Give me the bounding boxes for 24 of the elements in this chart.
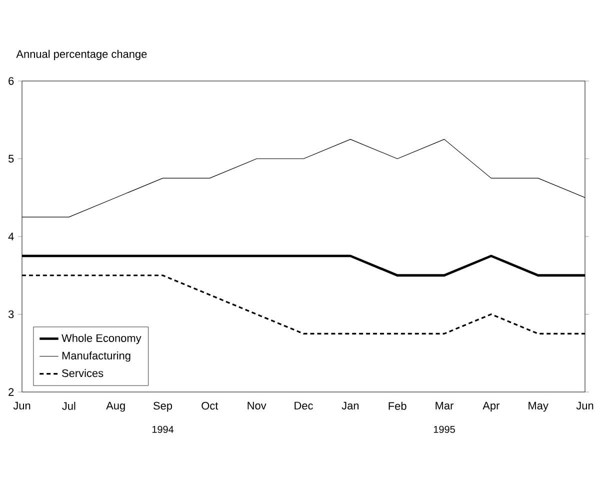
x-tick-label: May xyxy=(528,402,548,412)
y-tick-label: 5 xyxy=(8,154,14,163)
x-tick-label: Jan xyxy=(342,402,359,410)
x-tick-label: Dec xyxy=(294,402,313,410)
x-tick-label: Nov xyxy=(248,402,266,410)
y-tick-label: 2 xyxy=(8,388,14,396)
x-tick-label: Mar xyxy=(436,402,454,410)
y-tick-label: 3 xyxy=(8,310,14,318)
legend-label: Services xyxy=(62,369,104,378)
text: 1994 xyxy=(152,426,174,433)
legend-label: Manufacturing xyxy=(62,351,130,362)
x-tick-label: Aug xyxy=(106,402,125,412)
x-tick-label: Apr xyxy=(482,402,500,412)
x-tick-label: Oct xyxy=(202,402,218,410)
x-tick-label: Jul xyxy=(62,402,76,410)
y-tick-label: 4 xyxy=(8,232,14,240)
x-tick-label: Sep xyxy=(154,402,172,412)
x-tick-label: Jun xyxy=(576,402,594,410)
legend-label: Whole Economy xyxy=(62,334,142,344)
x-tick-label: Feb xyxy=(388,402,406,410)
y-tick-label: 6 xyxy=(8,77,14,85)
y-axis-title: Annual percentage change xyxy=(16,50,147,60)
x-tick-label: Jun xyxy=(13,402,30,410)
text: 1995 xyxy=(434,426,455,433)
